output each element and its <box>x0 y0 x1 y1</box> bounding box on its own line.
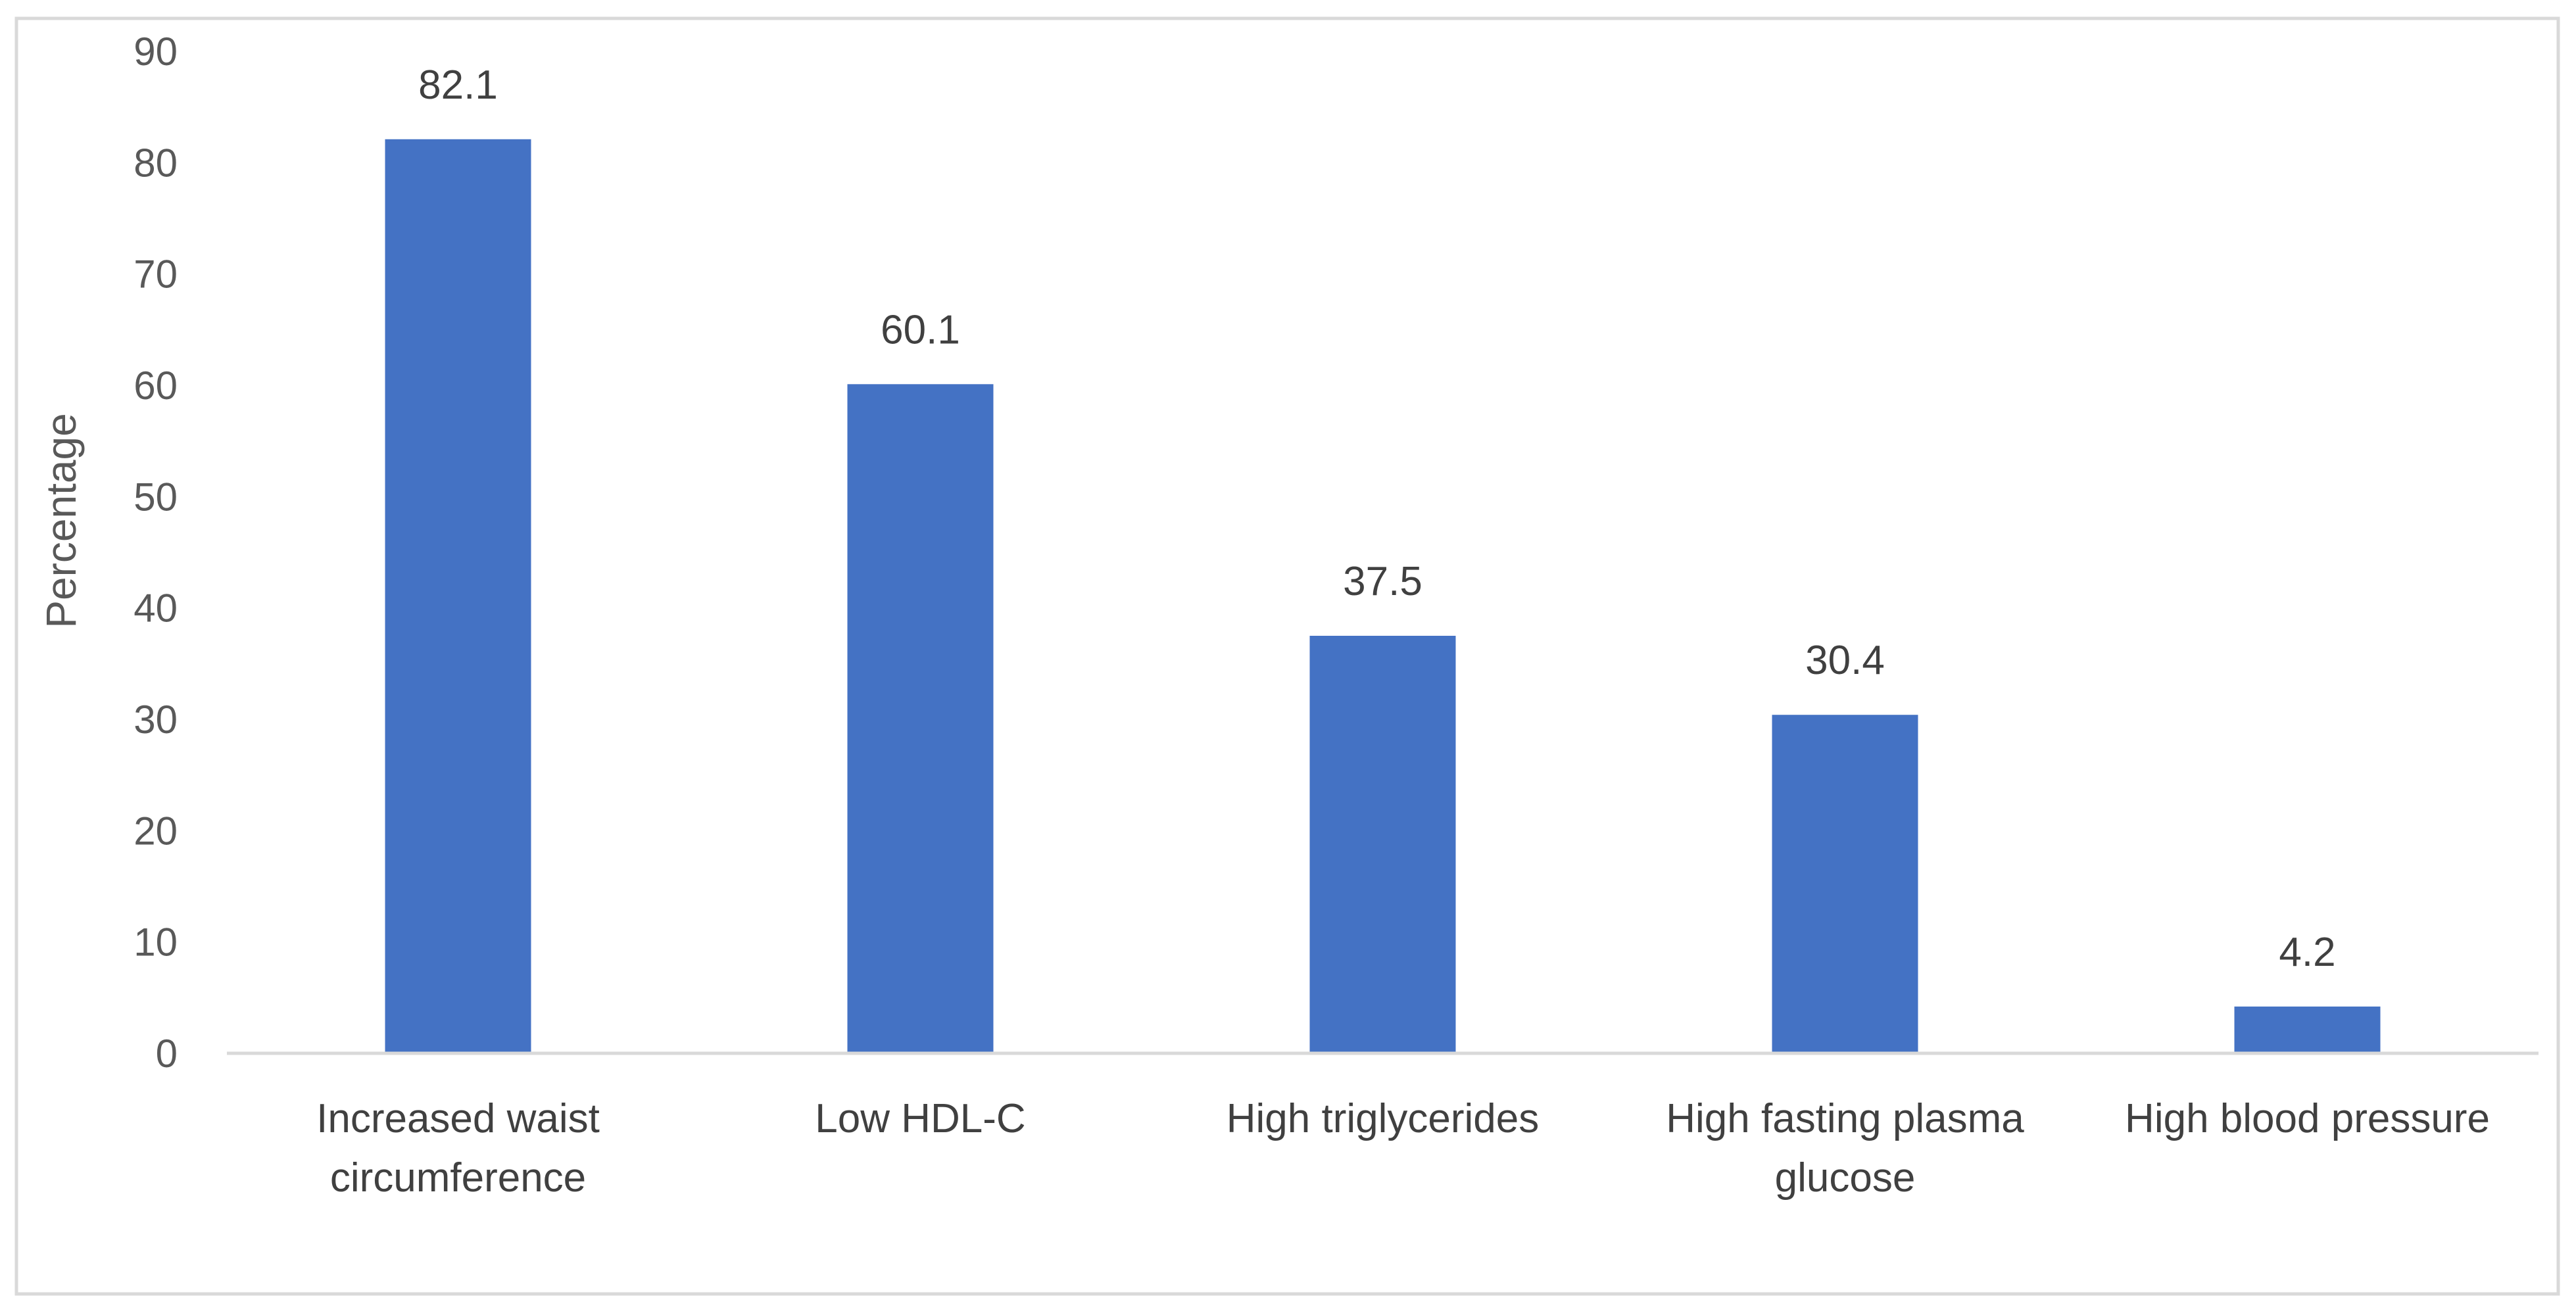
x-tick-label-line: Increased waist <box>316 1096 600 1141</box>
y-tick-label: 50 <box>134 475 178 519</box>
y-tick-label: 80 <box>134 141 178 185</box>
data-label: 82.1 <box>418 62 498 108</box>
bar <box>2234 1006 2381 1053</box>
y-tick-label: 70 <box>134 252 178 297</box>
bar <box>1772 715 1918 1053</box>
bar-series <box>385 139 2381 1054</box>
y-axis: 0 10 20 30 40 50 60 70 80 90 <box>134 30 178 1076</box>
x-tick-label-line: glucose <box>1775 1155 1916 1201</box>
data-label: 30.4 <box>1805 638 1885 683</box>
y-tick-label: 20 <box>134 809 178 853</box>
y-tick-label: 30 <box>134 698 178 742</box>
x-tick-label: High blood pressure <box>2125 1096 2490 1141</box>
data-label: 60.1 <box>881 307 960 352</box>
x-tick-label-line: Low HDL-C <box>815 1096 1025 1141</box>
data-label: 4.2 <box>2279 930 2335 975</box>
data-label: 37.5 <box>1343 559 1422 604</box>
x-tick-label-line: High fasting plasma <box>1666 1096 2024 1141</box>
x-tick-label-line: High blood pressure <box>2125 1096 2490 1141</box>
bar <box>847 384 994 1053</box>
x-tick-label: High fasting plasma glucose <box>1666 1096 2024 1201</box>
y-axis-title: Percentage <box>37 413 85 628</box>
y-tick-label: 60 <box>134 364 178 408</box>
x-tick-label-line: High triglycerides <box>1227 1096 1540 1141</box>
y-tick-label: 40 <box>134 586 178 631</box>
bar <box>385 139 531 1054</box>
x-tick-label: High triglycerides <box>1227 1096 1540 1141</box>
y-tick-label: 10 <box>134 920 178 965</box>
x-tick-label: Increased waist circumference <box>316 1096 600 1201</box>
data-labels: 82.1 60.1 37.5 30.4 4.2 <box>418 62 2335 975</box>
x-tick-label: Low HDL-C <box>815 1096 1025 1141</box>
y-tick-label: 0 <box>156 1032 178 1076</box>
x-tick-label-line: circumference <box>330 1155 586 1201</box>
bar <box>1309 636 1456 1053</box>
x-axis: Increased waist circumference Low HDL-C Hig… <box>316 1096 2490 1201</box>
y-tick-label: 90 <box>134 30 178 74</box>
